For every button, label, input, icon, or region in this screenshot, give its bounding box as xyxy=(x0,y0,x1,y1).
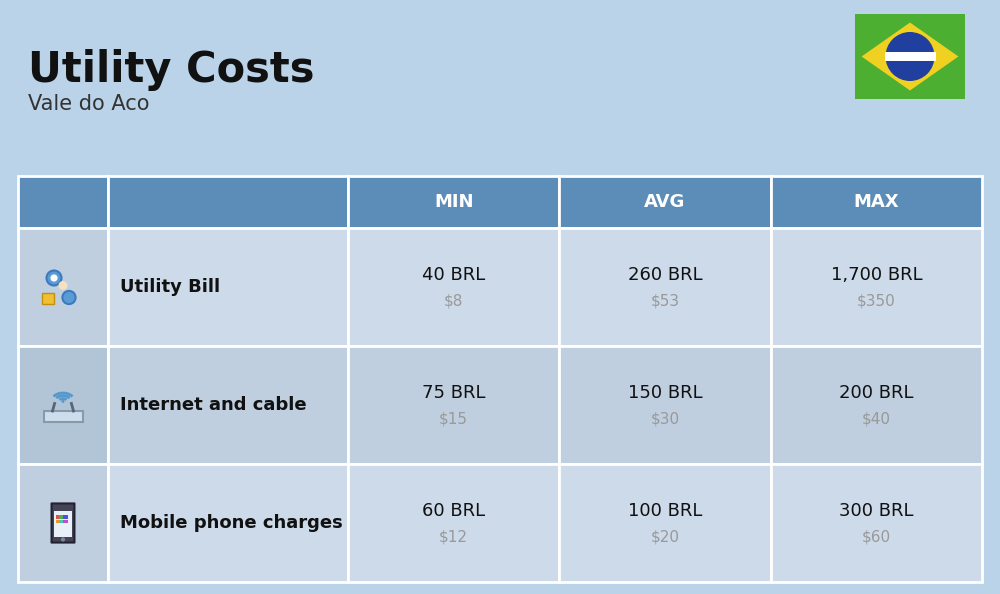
Text: AVG: AVG xyxy=(644,193,686,211)
Text: MAX: MAX xyxy=(854,193,899,211)
Bar xyxy=(108,464,348,582)
Circle shape xyxy=(50,274,58,282)
Circle shape xyxy=(886,33,934,80)
Text: 150 BRL: 150 BRL xyxy=(628,384,702,402)
Text: 60 BRL: 60 BRL xyxy=(422,502,485,520)
Circle shape xyxy=(58,281,68,290)
Bar xyxy=(771,228,982,346)
Bar xyxy=(59,520,64,523)
Bar xyxy=(559,464,771,582)
Bar xyxy=(348,228,559,346)
Bar xyxy=(108,176,348,228)
Bar xyxy=(44,411,82,422)
Bar xyxy=(855,14,965,99)
Text: 40 BRL: 40 BRL xyxy=(422,266,485,284)
Text: Internet and cable: Internet and cable xyxy=(120,396,307,414)
Text: $8: $8 xyxy=(444,293,463,308)
Text: $350: $350 xyxy=(857,293,896,308)
Bar xyxy=(771,176,982,228)
Circle shape xyxy=(46,270,62,286)
Bar xyxy=(18,228,108,346)
FancyBboxPatch shape xyxy=(52,504,74,542)
Bar xyxy=(108,228,348,346)
Bar xyxy=(348,176,559,228)
Bar xyxy=(56,515,61,519)
Text: Mobile phone charges: Mobile phone charges xyxy=(120,514,343,532)
Text: Utility Costs: Utility Costs xyxy=(28,49,314,91)
Bar xyxy=(885,52,936,61)
Text: $60: $60 xyxy=(862,529,891,545)
Bar xyxy=(18,176,108,228)
Text: $12: $12 xyxy=(439,529,468,545)
Bar xyxy=(559,176,771,228)
Text: 1,700 BRL: 1,700 BRL xyxy=(831,266,922,284)
Bar xyxy=(108,346,348,464)
Polygon shape xyxy=(862,23,958,90)
Text: $30: $30 xyxy=(650,412,680,426)
Text: 300 BRL: 300 BRL xyxy=(839,502,914,520)
Text: 260 BRL: 260 BRL xyxy=(628,266,702,284)
Bar xyxy=(42,293,54,304)
Bar xyxy=(54,511,72,536)
Bar xyxy=(63,515,68,519)
Text: $15: $15 xyxy=(439,412,468,426)
Text: Utility Bill: Utility Bill xyxy=(120,278,220,296)
Bar xyxy=(56,520,61,523)
Bar xyxy=(348,346,559,464)
Bar xyxy=(18,346,108,464)
Bar xyxy=(348,464,559,582)
Bar xyxy=(559,346,771,464)
Bar xyxy=(771,464,982,582)
Text: $20: $20 xyxy=(650,529,680,545)
Text: $53: $53 xyxy=(650,293,680,308)
Text: MIN: MIN xyxy=(434,193,473,211)
Bar xyxy=(771,346,982,464)
Text: Vale do Aco: Vale do Aco xyxy=(28,94,150,114)
Bar xyxy=(559,228,771,346)
Text: 200 BRL: 200 BRL xyxy=(839,384,914,402)
Bar xyxy=(63,520,68,523)
Text: $40: $40 xyxy=(862,412,891,426)
Bar xyxy=(59,515,64,519)
Bar xyxy=(18,464,108,582)
Circle shape xyxy=(62,291,76,304)
Circle shape xyxy=(61,538,65,542)
Circle shape xyxy=(62,400,64,403)
Text: 75 BRL: 75 BRL xyxy=(422,384,485,402)
Text: 100 BRL: 100 BRL xyxy=(628,502,702,520)
